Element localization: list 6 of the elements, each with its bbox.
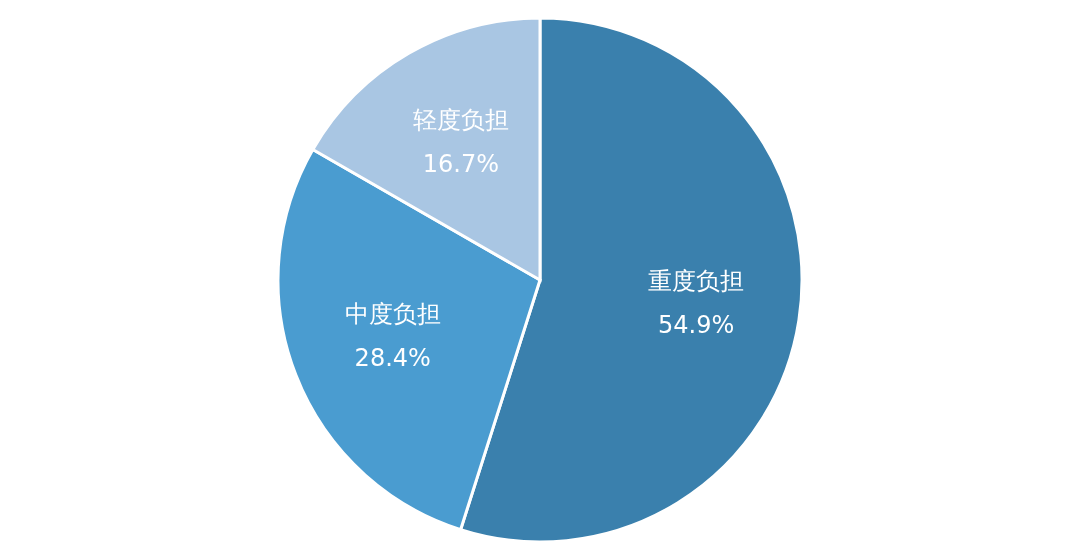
slice-label: 重度负担 (648, 267, 745, 296)
slice-label: 轻度负担 (412, 106, 509, 135)
slice-label: 中度负担 (344, 300, 441, 329)
data-label: 54.9% (658, 311, 735, 340)
data-label: 16.7% (422, 150, 499, 179)
data-label: 28.4% (354, 344, 431, 373)
